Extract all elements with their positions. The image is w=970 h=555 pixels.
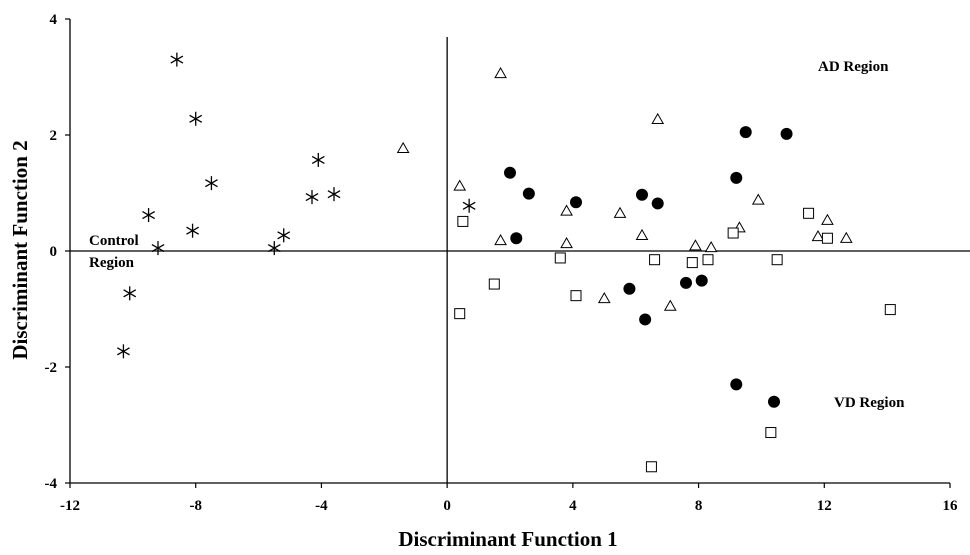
triangle-marker	[689, 239, 702, 251]
x-tick-label: 12	[817, 498, 832, 514]
asterisk-marker	[205, 176, 218, 191]
triangle-marker	[560, 204, 573, 216]
asterisk-marker	[189, 111, 203, 126]
square-marker	[649, 254, 661, 266]
square-marker	[803, 207, 815, 219]
circle-marker	[636, 188, 648, 201]
square-marker	[884, 304, 896, 316]
circle-marker	[639, 313, 652, 326]
circle-marker	[730, 171, 743, 184]
asterisk-marker	[170, 52, 184, 67]
x-tick-label: 4	[569, 498, 577, 514]
tick-labels: -12 -8 -4 0 4 8 12 16 4 2 0 -2 -4	[45, 12, 959, 514]
triangle-marker	[663, 299, 677, 311]
ad-region-label: AD Region	[818, 59, 889, 75]
circle-marker	[780, 127, 793, 140]
asterisk-marker	[142, 208, 155, 223]
square-marker	[488, 278, 500, 290]
y-tick-label: 4	[50, 12, 58, 28]
circle-marker	[739, 126, 752, 139]
y-tick-label: -4	[45, 476, 58, 492]
x-tick-label: 16	[943, 498, 959, 514]
triangle-marker	[453, 179, 467, 191]
triangle-marker	[751, 193, 765, 205]
square-marker	[765, 427, 777, 439]
x-axis-title: Discriminant Function 1	[398, 527, 617, 551]
square-marker	[686, 257, 698, 269]
circle-marker	[651, 197, 664, 210]
y-tick-label: 2	[50, 128, 58, 144]
circle-marker	[695, 274, 708, 287]
triangle-marker	[811, 229, 825, 242]
circle-marker	[680, 276, 692, 289]
square-marker	[554, 252, 566, 264]
triangle-marker	[396, 141, 410, 153]
control-region-label-line2: Region	[89, 255, 135, 271]
square-marker	[457, 215, 469, 227]
control-region-label-line1: Control	[89, 233, 139, 249]
axes	[69, 19, 970, 484]
circle-marker	[768, 395, 780, 408]
circle-marker	[730, 378, 743, 391]
circle-marker	[623, 282, 636, 295]
asterisk-marker	[123, 286, 137, 301]
square-marker	[727, 227, 739, 239]
triangle-marker	[597, 292, 611, 304]
y-tick-label: -2	[45, 360, 58, 376]
square-marker	[454, 308, 466, 320]
asterisk-marker	[462, 198, 476, 213]
data-points	[117, 52, 896, 473]
asterisk-marker	[327, 187, 341, 202]
square-marker	[821, 232, 833, 244]
asterisk-marker	[117, 344, 130, 359]
ticks	[65, 18, 951, 488]
triangle-marker	[494, 234, 507, 246]
square-marker	[771, 254, 783, 266]
circle-marker	[504, 166, 516, 179]
triangle-marker	[839, 231, 853, 243]
x-tick-label: 0	[443, 498, 451, 514]
square-marker	[702, 254, 714, 266]
square-marker	[570, 290, 582, 302]
triangle-marker	[704, 241, 718, 253]
triangle-marker	[821, 213, 834, 225]
triangle-marker	[494, 67, 507, 79]
asterisk-marker	[277, 228, 291, 243]
circle-marker	[570, 196, 582, 209]
asterisk-marker	[267, 241, 281, 256]
triangle-marker	[560, 236, 573, 249]
y-tick-label: 0	[50, 244, 58, 260]
x-tick-label: -12	[60, 498, 80, 514]
x-tick-label: -4	[315, 498, 328, 514]
asterisk-marker	[305, 190, 319, 205]
asterisk-marker	[186, 223, 199, 238]
asterisk-marker	[311, 152, 325, 167]
triangle-marker	[635, 228, 649, 240]
circle-marker	[510, 232, 523, 245]
circle-marker	[522, 187, 535, 200]
y-axis-title: Discriminant Function 2	[8, 140, 32, 359]
square-marker	[645, 461, 657, 473]
vd-region-label: VD Region	[834, 395, 905, 411]
triangle-marker	[613, 206, 627, 218]
triangle-marker	[651, 112, 665, 124]
x-tick-label: -8	[189, 498, 202, 514]
asterisk-marker	[151, 241, 165, 256]
x-tick-label: 8	[695, 498, 703, 514]
